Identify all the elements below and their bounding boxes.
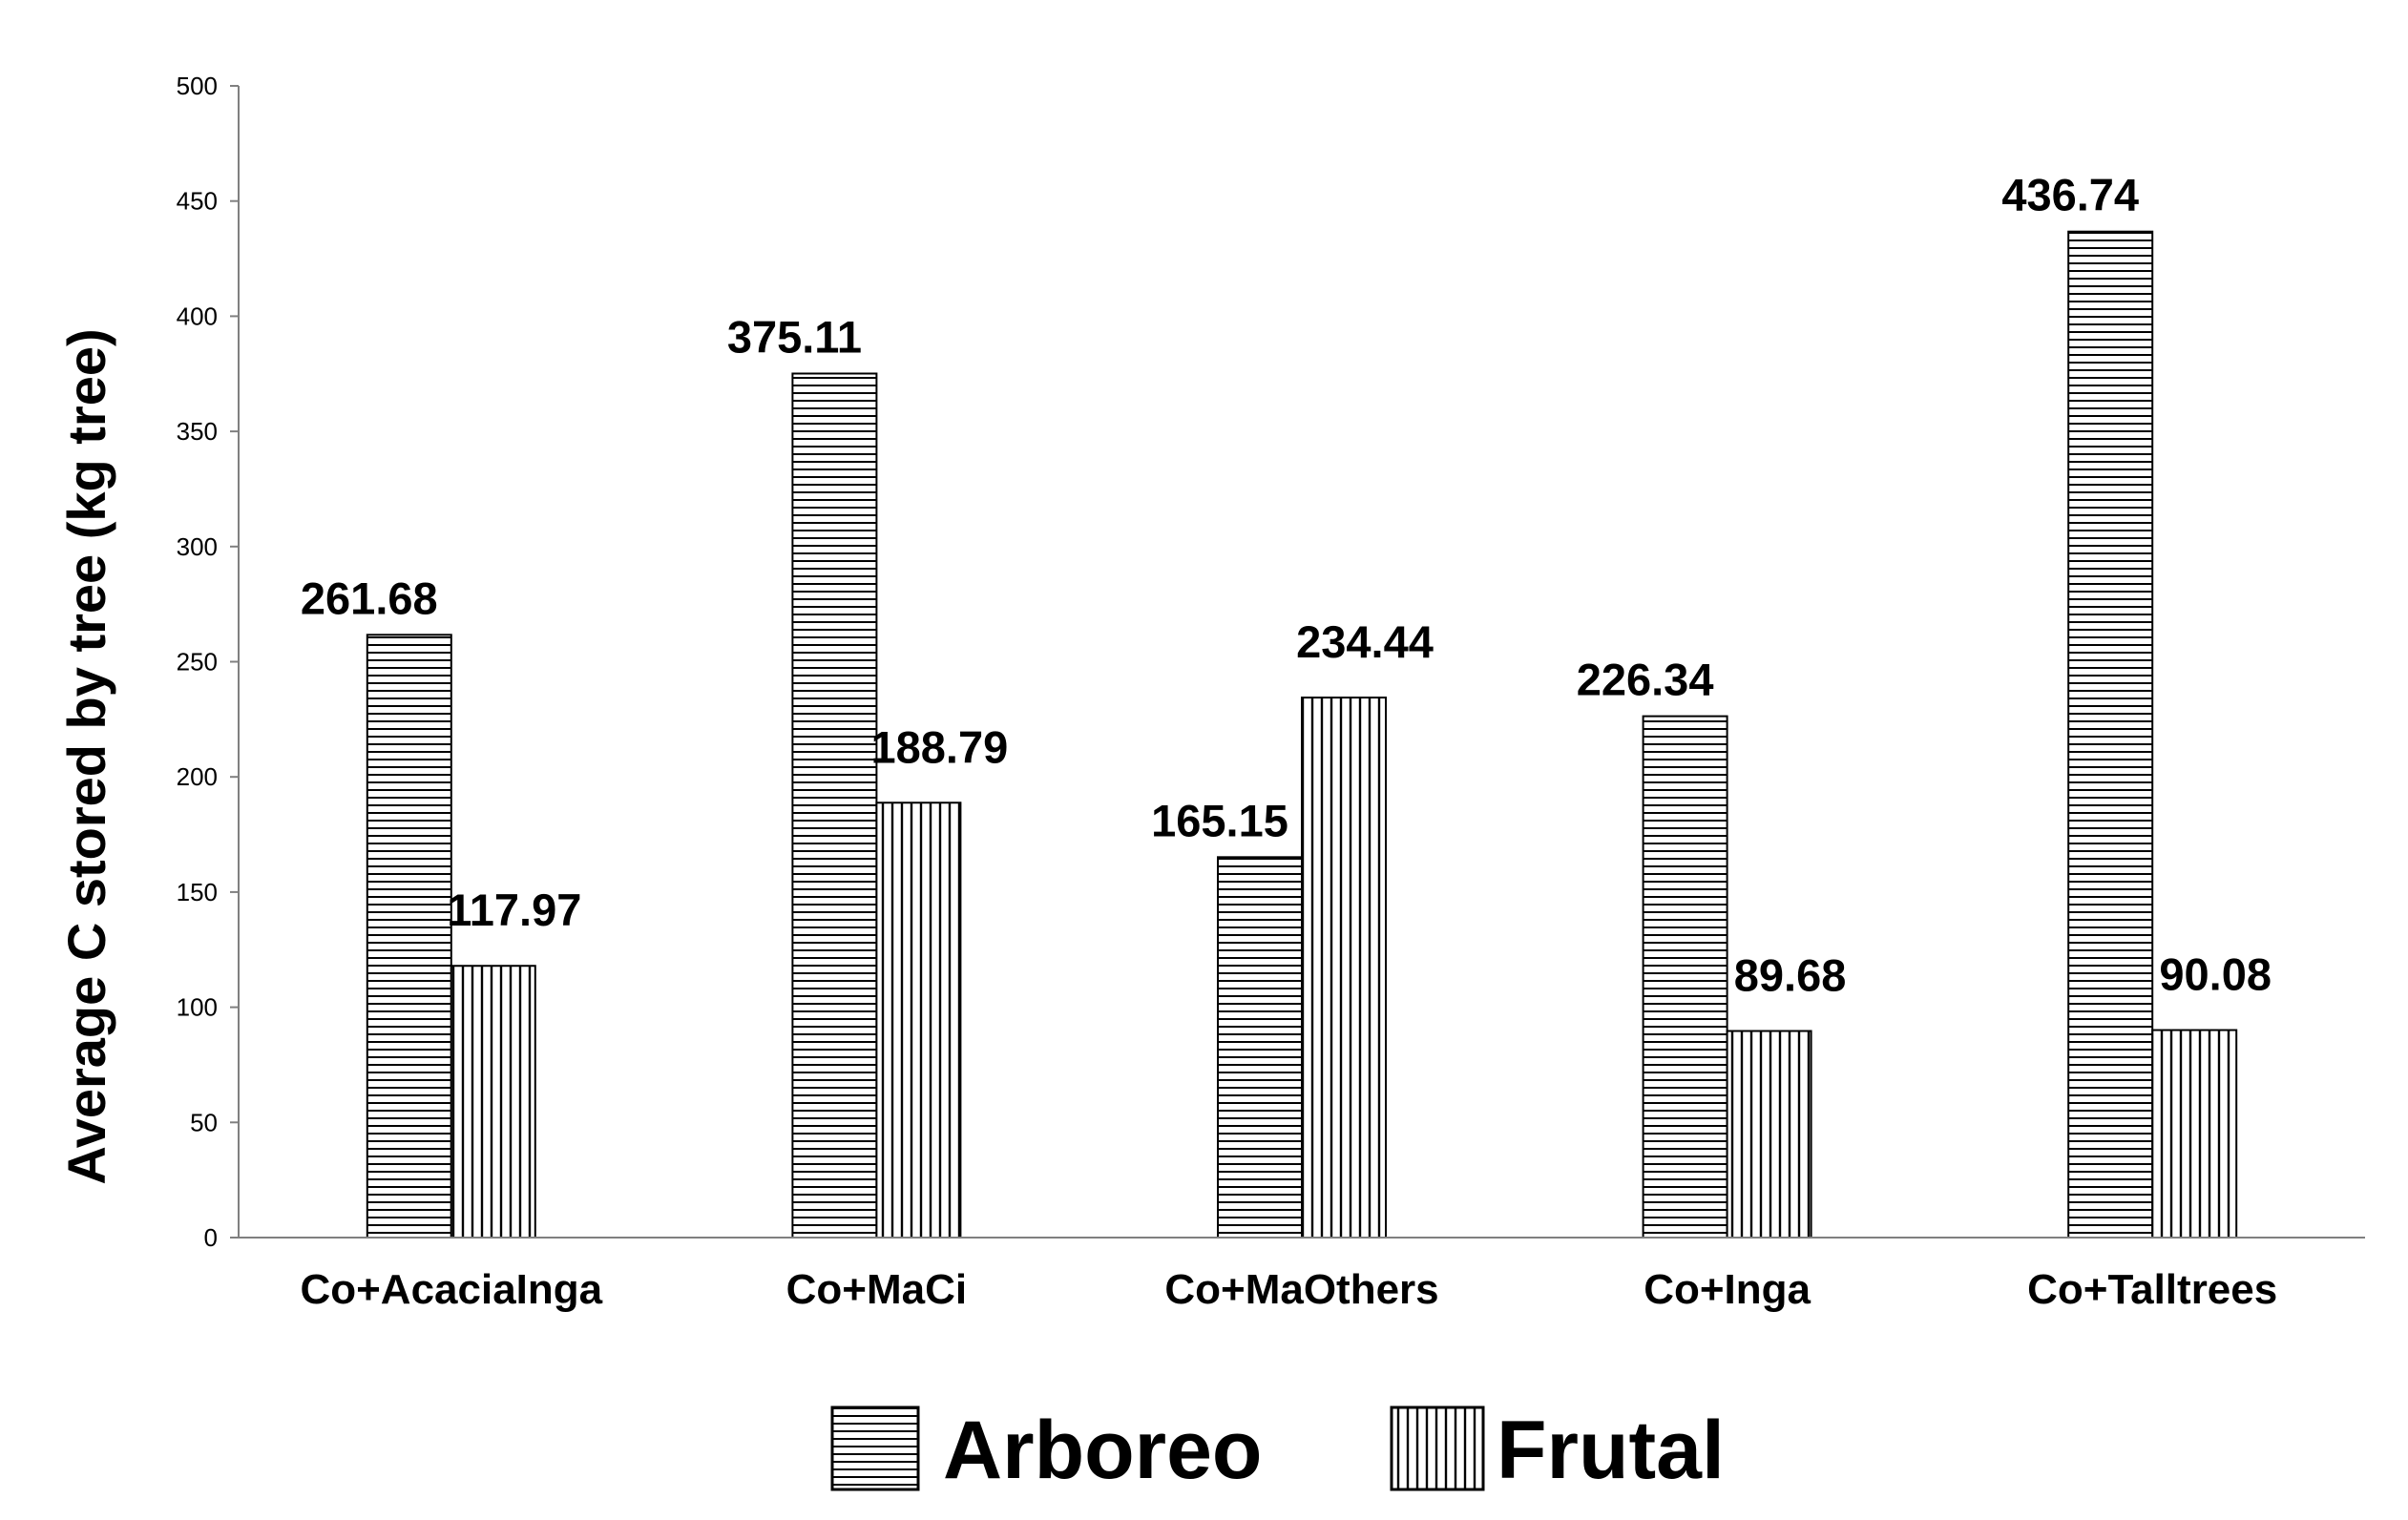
legend-swatch-frutal	[1390, 1405, 1485, 1491]
y-axis-ticks: 0 50 100 150 200 250 300 350 400 450 500	[177, 72, 239, 1252]
y-axis-label: Average C stored by tree (kg tree)	[56, 328, 116, 1184]
y-tick-label: 200	[177, 762, 218, 791]
y-tick-label: 400	[177, 302, 218, 330]
x-category-label: Co+Inga	[1644, 1266, 1811, 1313]
bar-frutal	[1301, 697, 1387, 1239]
y-tick-label: 0	[204, 1223, 218, 1252]
legend: Arboreo Frutal	[830, 1405, 1725, 1496]
x-category-label: Co+Talltrees	[2027, 1266, 2277, 1313]
y-tick-label: 50	[190, 1108, 218, 1136]
y-tick-label: 150	[177, 878, 218, 906]
bars-layer	[366, 230, 2238, 1239]
x-category-label: Co+MaOthers	[1164, 1266, 1438, 1313]
data-label-arboreo: 261.68	[301, 573, 438, 623]
bar-arboreo	[1642, 715, 1728, 1239]
bar-frutal	[450, 965, 536, 1239]
data-label-frutal: 117.97	[447, 885, 581, 935]
legend-label-frutal: Frutal	[1497, 1405, 1725, 1496]
bar-arboreo	[366, 634, 452, 1239]
bar-arboreo	[2067, 230, 2154, 1239]
y-tick-label: 450	[177, 187, 218, 216]
data-label-frutal: 90.08	[2159, 949, 2272, 1000]
category-labels-layer: Co+AcaciaInga Co+MaCi Co+MaOthers Co+Inga Co…	[300, 1266, 2277, 1313]
x-category-label: Co+MaCi	[786, 1266, 967, 1313]
data-label-arboreo: 226.34	[1577, 655, 1714, 705]
bar-frutal	[2151, 1029, 2238, 1239]
y-tick-label: 250	[177, 648, 218, 677]
y-tick-label: 350	[177, 417, 218, 446]
data-label-arboreo: 436.74	[2001, 170, 2139, 220]
y-tick-label: 300	[177, 532, 218, 561]
x-category-label: Co+AcaciaInga	[300, 1266, 602, 1313]
data-label-arboreo: 165.15	[1151, 795, 1288, 845]
bar-arboreo	[791, 372, 878, 1239]
legend-swatch-arboreo	[830, 1405, 920, 1491]
y-tick-label: 100	[177, 993, 218, 1022]
value-labels-layer: 261.68 117.97 375.11 188.79 165.15 234.44 226.…	[301, 170, 2272, 1001]
data-label-arboreo: 375.11	[727, 311, 862, 362]
bar-arboreo	[1217, 856, 1303, 1239]
bar-frutal	[875, 802, 962, 1239]
data-label-frutal: 89.68	[1734, 950, 1847, 1001]
data-label-frutal: 234.44	[1296, 616, 1434, 667]
legend-label-arboreo: Arboreo	[943, 1405, 1262, 1496]
bar-frutal	[1726, 1030, 1812, 1239]
data-label-frutal: 188.79	[871, 721, 1009, 772]
y-tick-label: 500	[177, 72, 218, 100]
